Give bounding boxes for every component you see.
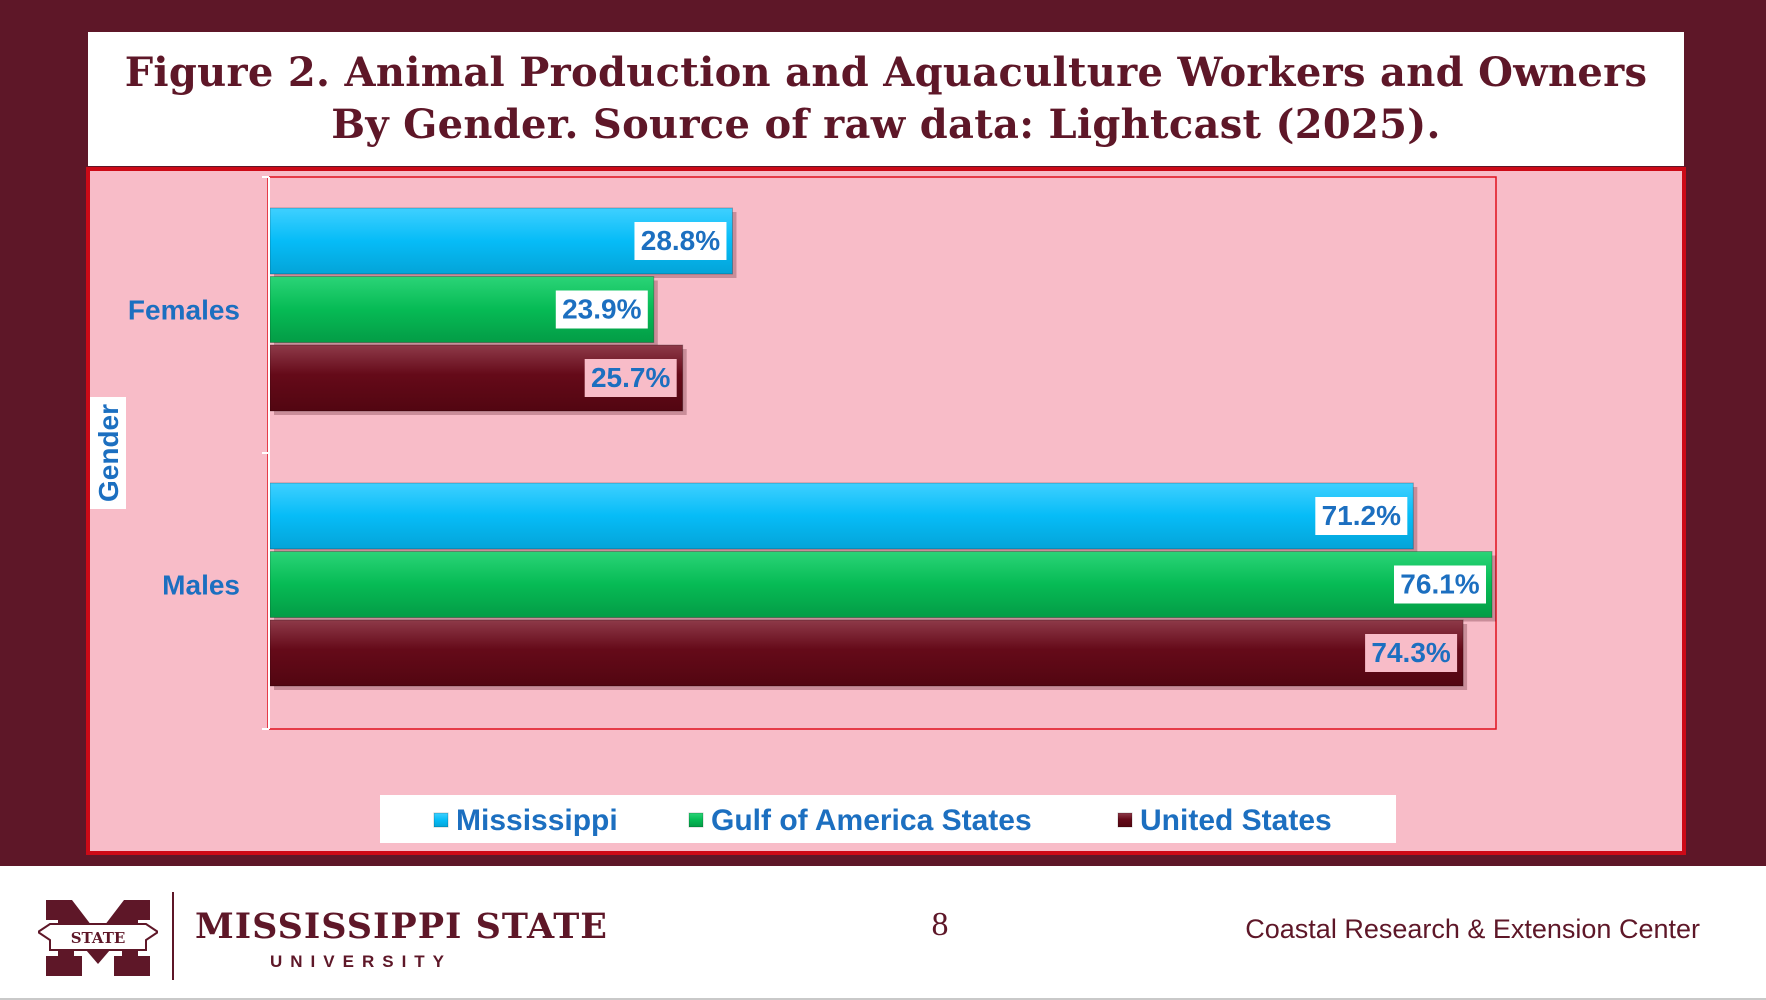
bar-males-united-states [269, 619, 1464, 687]
legend-box [380, 795, 1396, 843]
logo-banner [38, 923, 158, 951]
center-name: Coastal Research & Extension Center [1245, 914, 1700, 944]
legend-swatch [688, 812, 704, 828]
logo-banner-text: STATE [71, 929, 126, 947]
chart-title-line-2: By Gender. Source of raw data: Lightcast… [331, 101, 1441, 148]
data-label: 25.7% [591, 362, 670, 393]
data-label-box [1365, 634, 1458, 672]
data-label: 23.9% [562, 294, 641, 325]
data-label-box [634, 222, 727, 260]
legend-swatch [433, 812, 449, 828]
data-label: 76.1% [1400, 569, 1479, 600]
logo-divider [172, 892, 174, 980]
legend-entry-united-states: United States [1140, 804, 1332, 837]
page-number: 8 [931, 906, 949, 943]
category-label-males: Males [162, 570, 240, 601]
university-subtitle: UNIVERSITY [270, 952, 453, 971]
legend-entry-mississippi: Mississippi [456, 804, 618, 837]
data-label: 28.8% [641, 225, 720, 256]
msu-logo: STATE [38, 900, 158, 976]
bar-chart: 28.8% 23.9% 25.7% 71.2% 76.1% 74.3% Females Ma… [90, 176, 1497, 843]
data-label: 74.3% [1371, 637, 1450, 668]
category-label-females: Females [128, 295, 240, 326]
chart-title-box: Figure 2. Animal Production and Aquacult… [88, 32, 1684, 166]
legend-entry-gulf-of-america-states: Gulf of America States [711, 804, 1032, 837]
legend-swatch [1117, 812, 1133, 828]
slide-footer: STATE MISSISSIPPI STATE UNIVERSITY 8 Coa… [0, 866, 1766, 1000]
chart-title-line-1: Figure 2. Animal Production and Aquacult… [124, 49, 1648, 96]
y-axis-title-box [90, 397, 126, 509]
university-name: MISSISSIPPI STATE [195, 906, 608, 947]
bar-males-mississippi [269, 482, 1414, 550]
data-label-box [555, 290, 648, 329]
data-label-box [1394, 565, 1486, 604]
footer-rule [0, 998, 1766, 1000]
bar-males-gulf-of-america-states [269, 551, 1493, 618]
data-label-box [584, 359, 677, 397]
chart-frame: 28.8% 23.9% 25.7% 71.2% 76.1% 74.3% Females Ma… [86, 167, 1686, 855]
y-axis-title: Gender [93, 404, 124, 502]
data-label: 71.2% [1322, 500, 1401, 531]
data-label-box [1315, 497, 1408, 535]
